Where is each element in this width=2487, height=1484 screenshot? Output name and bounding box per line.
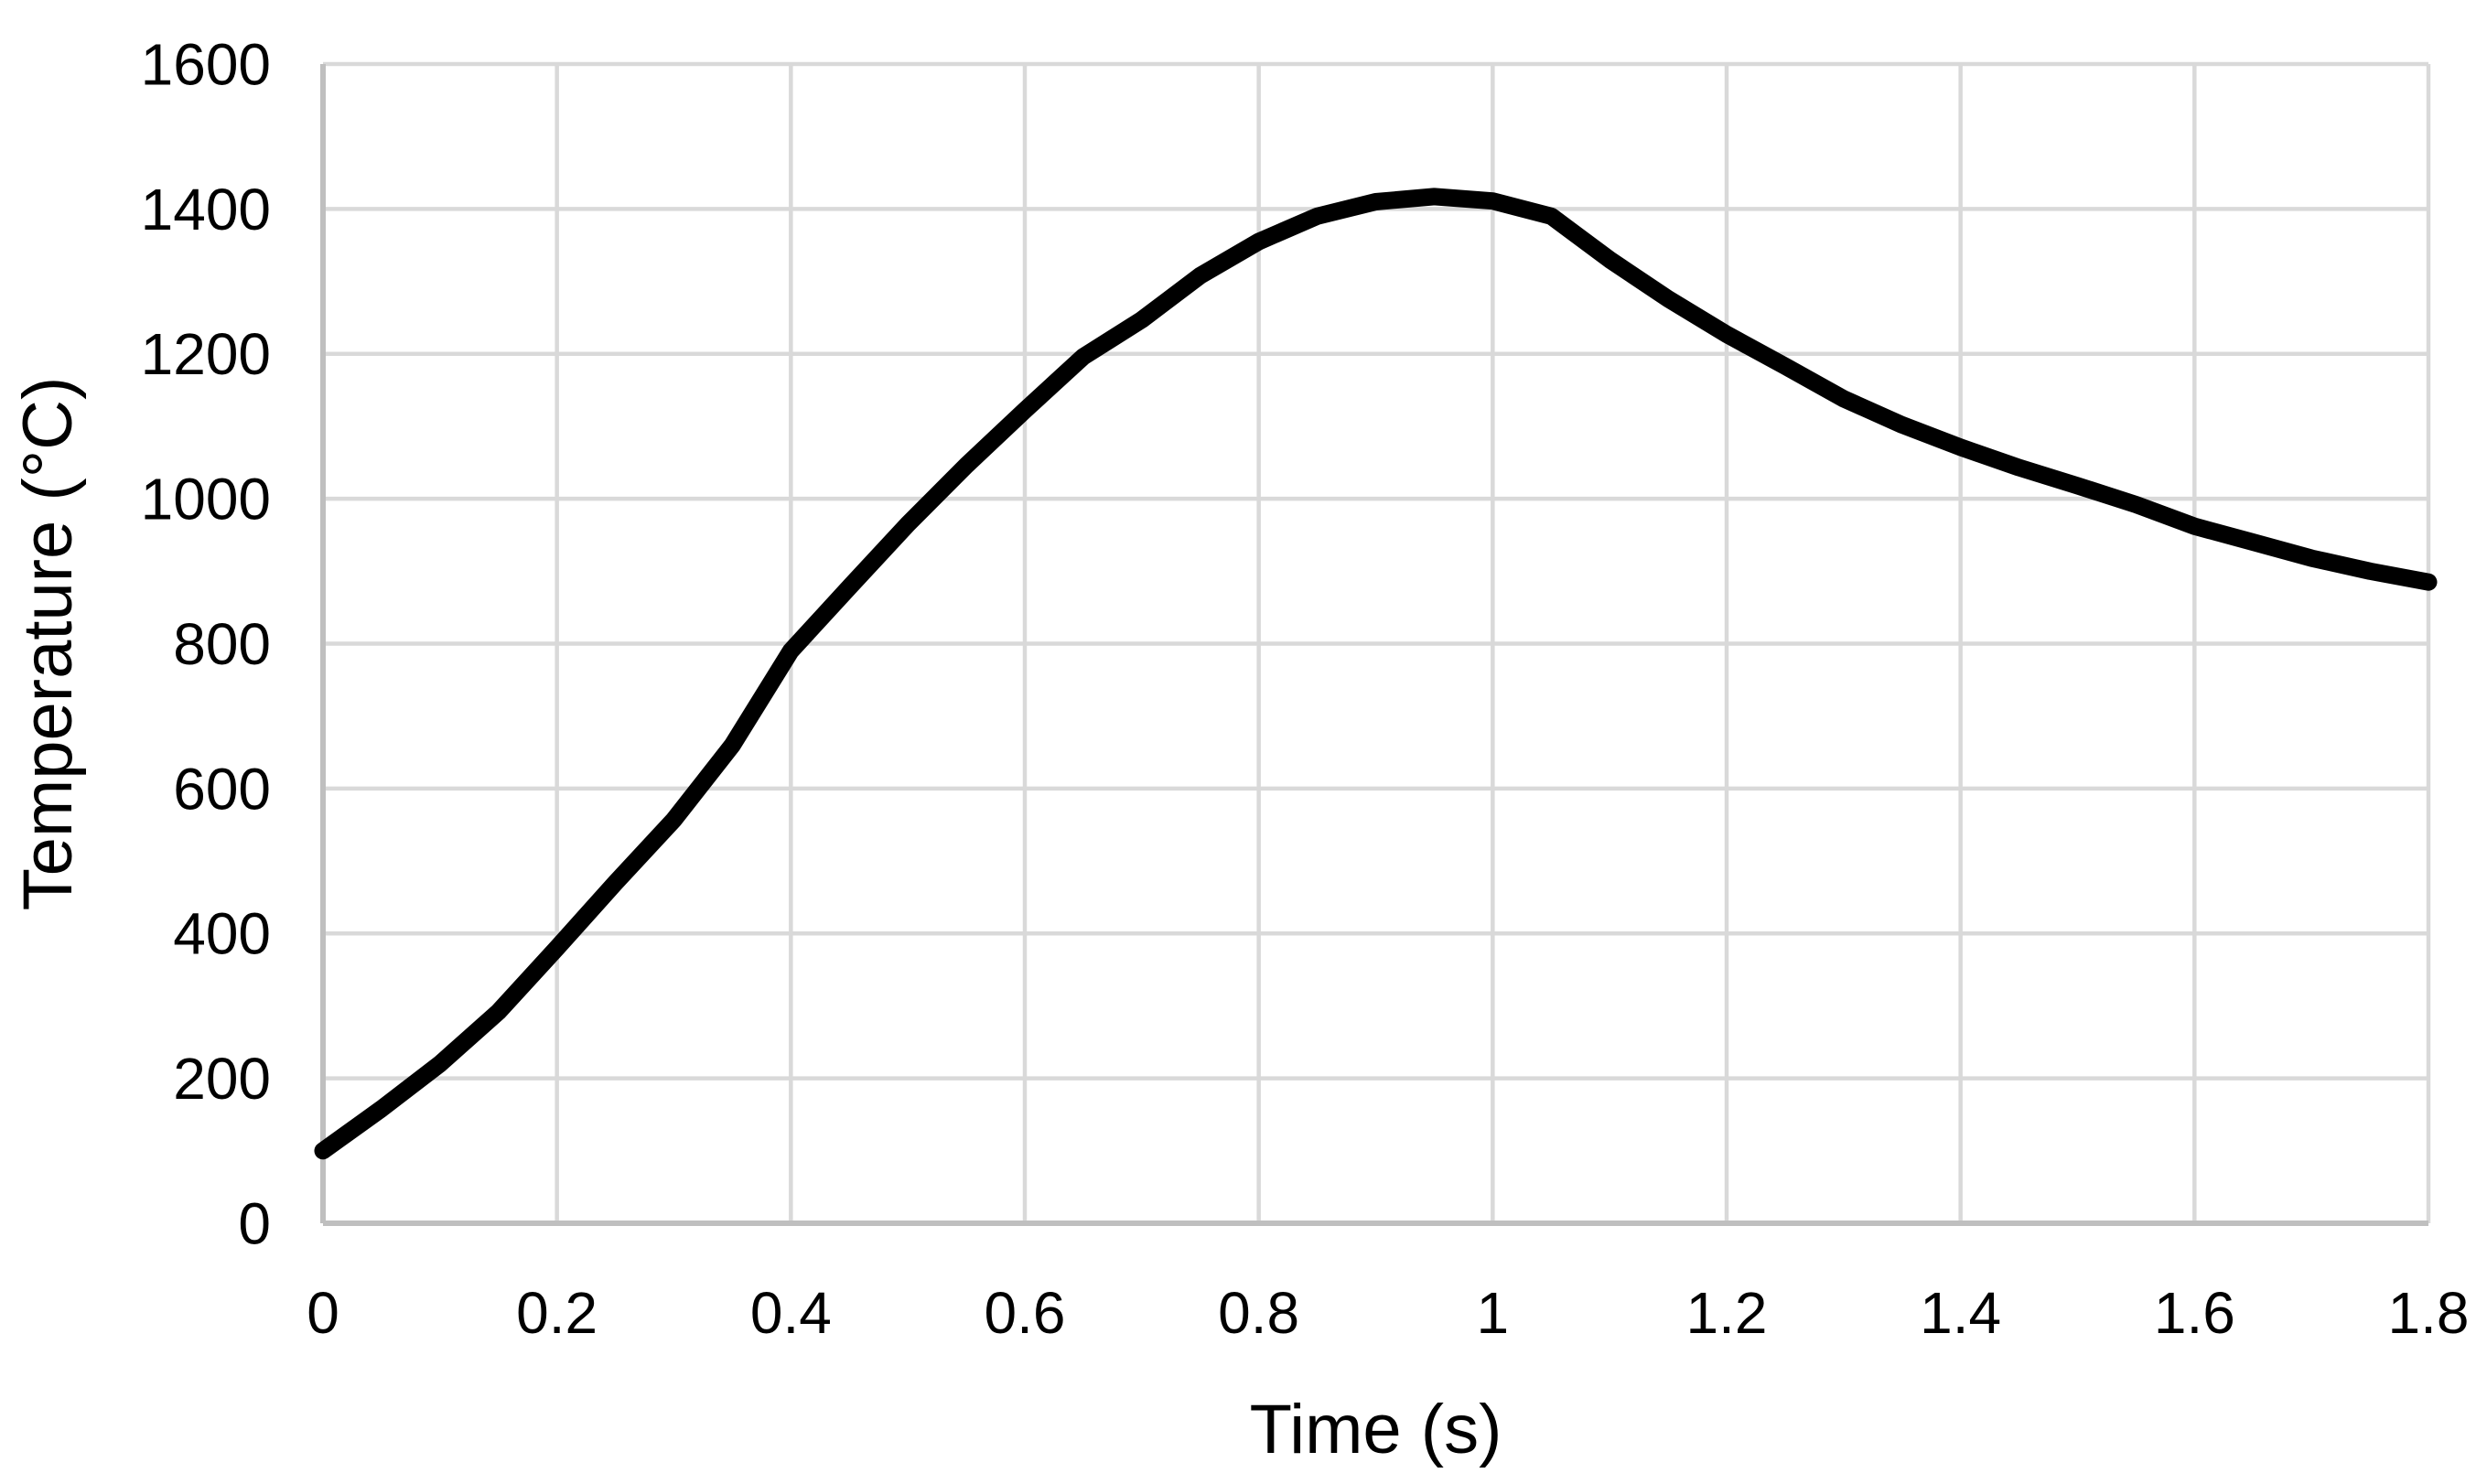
x-tick-label: 0 [307, 1280, 339, 1346]
gridlines [323, 61, 2431, 1223]
y-tick-label: 1200 [141, 321, 271, 387]
y-axis-title: Temperature (°C) [9, 377, 87, 911]
temperature-curve [314, 188, 2438, 1160]
x-tick-label: 1.8 [2388, 1280, 2470, 1346]
x-axis-title: Time (s) [1250, 1391, 1502, 1468]
y-tick-label: 1600 [141, 31, 271, 97]
y-tick-label: 200 [173, 1046, 271, 1112]
x-tick-label: 0.4 [750, 1280, 832, 1346]
y-tick-label: 0 [238, 1190, 271, 1256]
y-tick-label: 600 [173, 756, 271, 822]
tick-labels: 0 200 400 600 800 1000 1200 1400 1600 0 0.2 0.4 0.6 0… [141, 31, 2470, 1346]
x-tick-label: 0.2 [516, 1280, 598, 1346]
y-tick-label: 1400 [141, 177, 271, 242]
x-tick-label: 1.4 [1920, 1280, 2001, 1346]
y-tick-label: 400 [173, 901, 271, 967]
axis-lines [320, 64, 2428, 1226]
x-tick-label: 0.6 [985, 1280, 1066, 1346]
x-tick-label: 0.8 [1218, 1280, 1299, 1346]
x-tick-label: 1.2 [1686, 1280, 1768, 1346]
y-tick-label: 1000 [141, 467, 271, 532]
x-tick-label: 1.6 [2154, 1280, 2235, 1346]
temperature-curve-group [314, 188, 2438, 1160]
y-tick-label: 800 [173, 611, 271, 677]
x-tick-label: 1 [1477, 1280, 1510, 1346]
